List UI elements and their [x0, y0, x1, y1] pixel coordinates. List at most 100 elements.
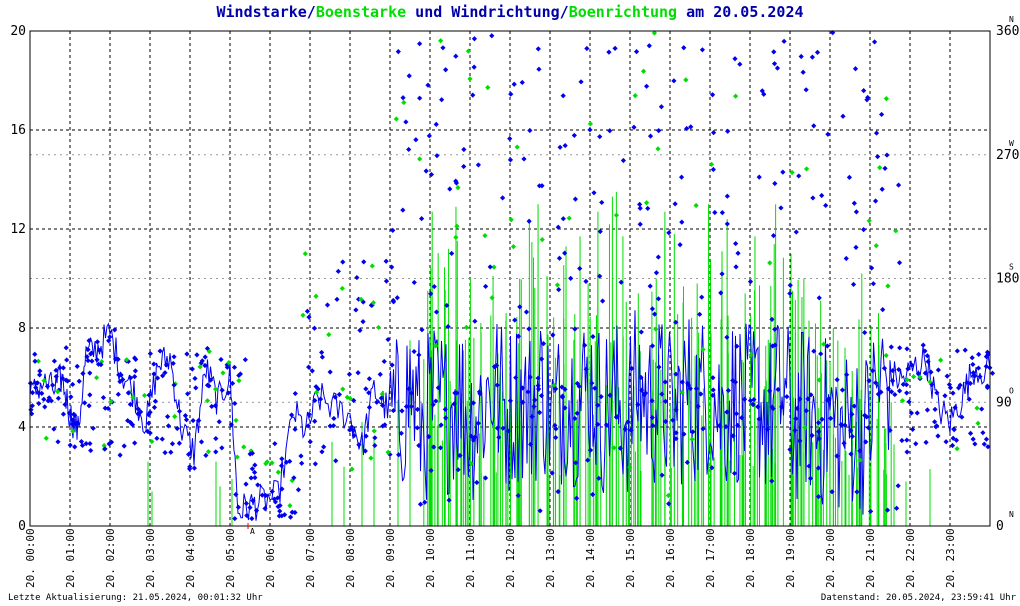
speed-point-207	[848, 428, 854, 434]
direction-point-461	[426, 434, 432, 440]
direction-point-39	[101, 443, 107, 449]
direction-point-190	[382, 422, 388, 428]
direction-point-107	[196, 417, 202, 424]
speed-point-162	[673, 407, 679, 413]
direction-point-318	[551, 382, 557, 388]
direction-point-116	[138, 409, 144, 415]
direction-point-466	[862, 329, 868, 336]
speed-point-175	[723, 424, 729, 430]
direction-point-563	[809, 54, 815, 60]
direction-point-625	[904, 437, 910, 443]
speed-point-154	[639, 387, 645, 393]
speed-point-40	[171, 354, 177, 360]
direction-point-322	[439, 97, 445, 103]
speed-point-129	[535, 383, 541, 389]
direction-point-77	[102, 446, 108, 452]
direction-point-5	[36, 390, 42, 396]
direction-point-428	[597, 273, 603, 279]
direction-point-81	[194, 352, 200, 358]
direction-point-379	[527, 374, 533, 380]
direction-point-293	[871, 39, 878, 45]
direction-point-660	[929, 381, 935, 388]
direction-point-368	[734, 343, 740, 349]
speed-point-195	[808, 392, 814, 398]
direction-point-383	[528, 441, 534, 447]
speed-point-151	[622, 426, 628, 432]
direction-point-364	[789, 169, 795, 176]
direction-point-146	[68, 394, 74, 400]
direction-point-618	[981, 441, 987, 447]
direction-point-308	[434, 153, 440, 159]
direction-point-36	[67, 442, 73, 448]
direction-point-544	[873, 243, 879, 249]
speed-point-97	[408, 403, 414, 410]
direction-point-410	[899, 437, 905, 444]
speed-point-196	[805, 396, 811, 402]
direction-point-310	[617, 445, 623, 451]
direction-point-329	[433, 121, 439, 127]
gust-series	[147, 191, 931, 526]
speed-point-143	[583, 366, 589, 372]
direction-point-568	[425, 82, 431, 88]
direction-point-98	[208, 377, 214, 383]
direction-point-542	[673, 430, 679, 436]
direction-point-312	[673, 371, 679, 377]
footer-data-status: Datenstand: 20.05.2024, 23:59:41 Uhr	[820, 593, 1016, 603]
direction-point-339	[781, 38, 787, 44]
speed-point-22	[94, 357, 100, 363]
direction-point-503	[854, 489, 860, 495]
direction-point-602	[796, 173, 802, 179]
direction-point-23	[236, 372, 242, 379]
direction-point-2	[51, 358, 57, 364]
direction-point-572	[511, 81, 517, 87]
direction-point-184	[275, 469, 281, 475]
direction-point-25	[32, 351, 38, 357]
direction-point-400	[671, 78, 677, 84]
direction-point-638	[962, 347, 968, 353]
speed-point-134	[552, 422, 558, 429]
direction-point-6	[145, 412, 152, 418]
direction-point-24	[102, 405, 108, 411]
speed-point-185	[751, 396, 757, 403]
speed-point-20	[86, 338, 92, 344]
direction-point-512	[595, 402, 601, 408]
direction-point-586	[733, 93, 739, 99]
direction-point-244	[383, 258, 389, 264]
direction-point-433	[390, 297, 396, 304]
y-right-tick-270: 270	[996, 148, 1019, 163]
speed-point-124	[513, 375, 519, 381]
direction-point-650	[977, 373, 983, 380]
speed-point-212	[862, 412, 868, 418]
direction-point-386	[884, 507, 891, 513]
direction-point-302	[643, 83, 650, 89]
direction-point-409	[725, 387, 731, 394]
direction-point-443	[653, 326, 659, 332]
y-left-tick-8: 8	[18, 321, 26, 336]
speed-point-198	[816, 428, 822, 435]
direction-point-670	[975, 420, 981, 426]
direction-point-115	[53, 373, 59, 380]
direction-point-502	[850, 281, 857, 288]
direction-point-262	[829, 489, 835, 495]
plot-frame	[29, 30, 991, 527]
direction-point-343	[864, 97, 870, 103]
direction-point-360	[508, 91, 514, 97]
direction-point-92	[86, 403, 92, 409]
direction-point-527	[844, 372, 850, 378]
direction-point-133	[213, 435, 219, 442]
direction-point-533	[809, 432, 815, 439]
speed-point-171	[710, 392, 716, 398]
speed-point-182	[741, 396, 748, 402]
direction-point-378	[482, 233, 488, 239]
direction-point-210	[363, 386, 369, 392]
speed-point-111	[468, 433, 474, 439]
speed-point-155	[635, 402, 641, 408]
direction-point-370	[895, 483, 901, 489]
x-tick-0: 20. 00:00	[24, 528, 37, 588]
direction-point-283	[645, 205, 651, 212]
direction-point-255	[566, 215, 572, 221]
direction-point-185	[279, 486, 285, 492]
direction-point-290	[646, 43, 652, 49]
direction-point-655	[924, 353, 930, 359]
direction-point-64	[232, 400, 238, 407]
